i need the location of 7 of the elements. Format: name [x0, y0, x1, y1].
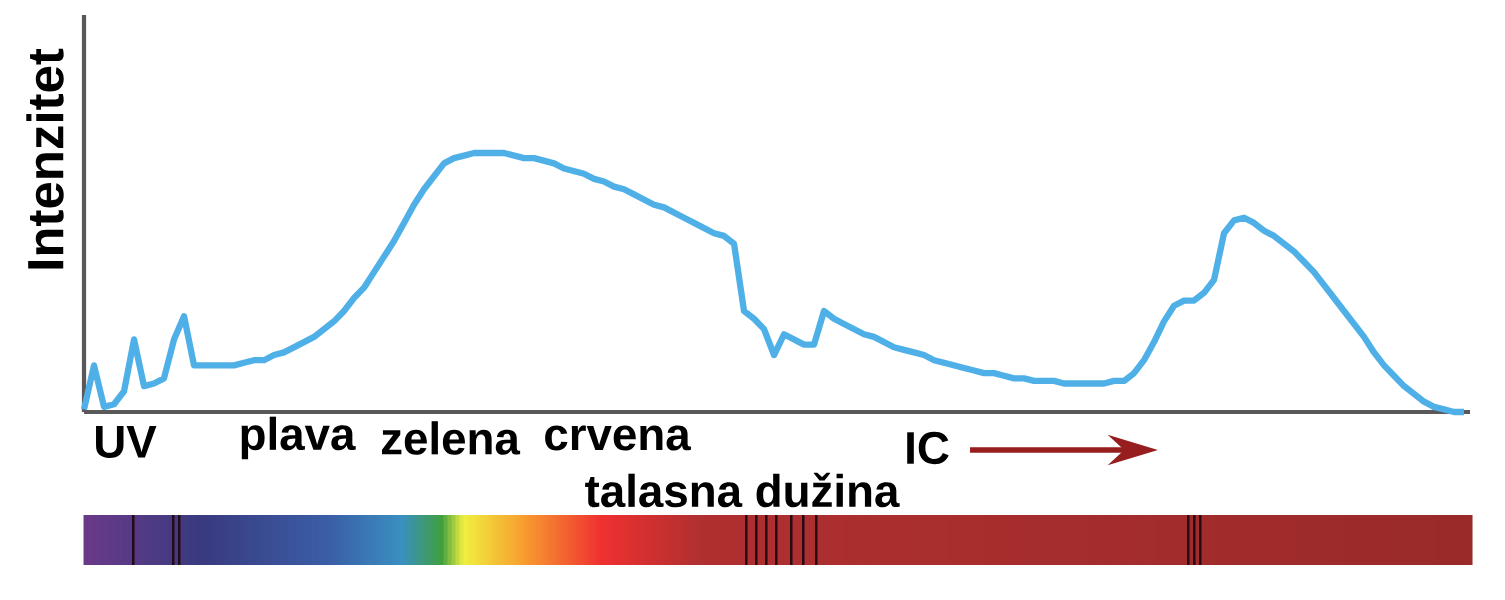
- text: IC: [907, 431, 949, 465]
- x-axis-title: talasna dužina: [585, 472, 900, 508]
- text: UV: [96, 426, 157, 458]
- text: plava: [241, 416, 356, 460]
- text: crvena: [545, 425, 691, 451]
- y-axis-title: Intenzitet: [26, 48, 64, 269]
- text: zelena: [381, 421, 521, 455]
